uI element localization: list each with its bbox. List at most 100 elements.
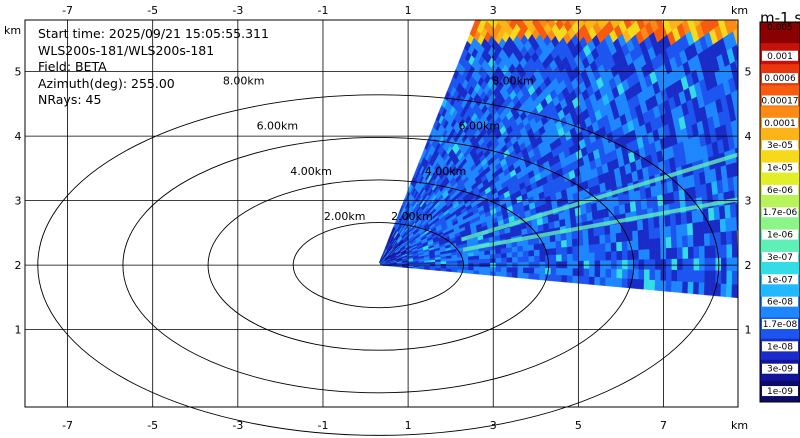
range-ring-label: 6.00km <box>257 120 299 133</box>
y-tick-label: 2 <box>745 259 752 272</box>
data-cell <box>638 278 645 290</box>
data-cell <box>540 4 548 16</box>
data-cell <box>566 238 573 248</box>
data-cell <box>743 285 749 299</box>
data-cell <box>583 252 590 261</box>
data-cell <box>568 20 577 27</box>
data-cell <box>508 0 516 7</box>
data-cell <box>451 260 458 264</box>
data-cell <box>643 279 650 291</box>
data-cell <box>484 258 491 264</box>
data-cell <box>555 240 562 249</box>
data-cell <box>577 244 584 254</box>
data-cell <box>611 259 617 270</box>
data-cell <box>577 268 585 277</box>
data-cell <box>638 268 645 280</box>
data-cell <box>628 0 637 11</box>
data-cell <box>539 0 547 4</box>
data-cell <box>522 20 526 23</box>
colorbar-label: 1e-05 <box>767 164 793 174</box>
data-cell <box>687 246 695 259</box>
data-cell <box>632 239 639 251</box>
data-cell <box>737 27 738 28</box>
data-cell <box>711 0 720 12</box>
data-cell <box>548 4 556 16</box>
data-cell <box>572 245 579 254</box>
data-cell <box>517 267 524 274</box>
data-cell <box>675 212 682 226</box>
data-cell <box>671 269 678 282</box>
data-cell <box>643 238 650 250</box>
data-cell <box>560 0 568 12</box>
data-cell <box>676 269 684 282</box>
data-cell <box>683 3 692 19</box>
data-cell <box>539 273 546 281</box>
data-cell <box>609 20 619 30</box>
data-cell <box>705 20 715 33</box>
data-cell <box>742 159 749 174</box>
y-unit-label: km <box>4 24 21 37</box>
data-cell <box>528 255 535 263</box>
data-cell <box>631 220 639 232</box>
data-cell <box>655 258 661 270</box>
data-cell <box>539 261 546 268</box>
data-cell <box>506 266 513 273</box>
data-cell <box>588 276 595 286</box>
data-cell <box>664 225 672 238</box>
data-cell <box>703 232 711 247</box>
data-cell <box>718 205 726 220</box>
data-cell <box>754 243 760 257</box>
data-cell <box>618 20 628 34</box>
range-ring-label: 4.00km <box>425 165 467 178</box>
data-cell <box>424 265 431 269</box>
data-cell <box>703 220 710 234</box>
data-cell <box>741 85 749 101</box>
data-cell <box>621 240 628 251</box>
start-time-text: Start time: 2025/09/21 15:05:55.311 <box>38 26 269 41</box>
data-cell <box>701 3 710 19</box>
colorbar-label-bg <box>762 386 798 397</box>
data-cell <box>550 254 557 262</box>
data-cell <box>674 20 683 28</box>
data-cell <box>741 145 748 160</box>
data-cell <box>457 259 464 264</box>
data-cell <box>677 258 683 271</box>
data-cell <box>547 20 556 30</box>
data-cell <box>737 257 738 272</box>
data-cell <box>655 20 664 29</box>
data-cell <box>555 20 564 31</box>
data-cell <box>736 216 738 231</box>
x-tick-label: 3 <box>490 419 497 432</box>
data-cell <box>692 233 700 247</box>
colorbar-label: 0.00017 <box>761 96 798 106</box>
data-cell <box>710 257 716 271</box>
data-cell <box>629 20 637 26</box>
data-cell <box>649 269 656 281</box>
data-cell <box>721 0 730 5</box>
data-cell <box>682 246 689 259</box>
data-cell <box>599 234 606 244</box>
data-cell <box>636 20 638 21</box>
data-cell <box>512 0 520 12</box>
x-tick-label: -3 <box>232 419 243 432</box>
range-ring <box>37 94 720 436</box>
data-cell <box>606 0 615 7</box>
data-cell <box>586 211 594 222</box>
data-cell <box>530 20 534 23</box>
data-cell <box>528 272 535 280</box>
data-cell <box>680 211 688 225</box>
data-cell <box>675 224 683 237</box>
data-cell <box>647 217 655 229</box>
x-unit-label-bottom: km <box>731 419 748 432</box>
data-cell <box>615 0 624 11</box>
data-cell <box>500 271 508 278</box>
data-cell <box>539 254 546 262</box>
data-cell <box>670 235 678 248</box>
data-cell <box>583 268 590 277</box>
data-cell <box>649 238 656 250</box>
data-cell <box>693 281 700 295</box>
data-cell <box>621 250 629 261</box>
colorbar-swatch <box>760 212 800 234</box>
data-cell <box>665 280 672 293</box>
data-cell <box>622 259 628 270</box>
